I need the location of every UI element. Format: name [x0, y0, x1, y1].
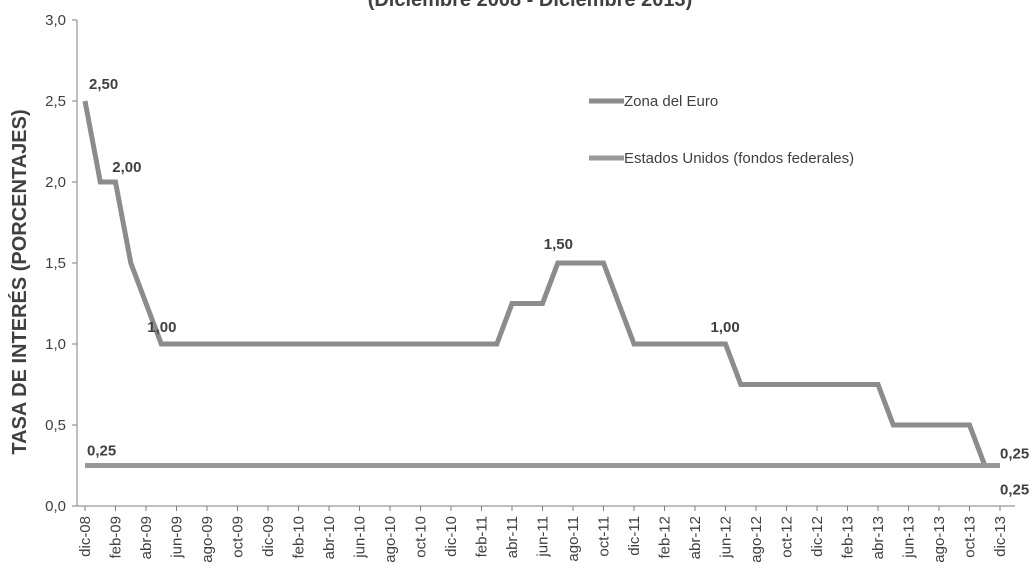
- x-tick-label: dic-11: [626, 516, 643, 556]
- x-tick-label: abr-09: [138, 516, 155, 559]
- x-tick-label: feb-09: [108, 516, 125, 559]
- series-line-0: [82, 100, 1000, 468]
- data-label: 1,50: [544, 236, 573, 253]
- data-label: 2,50: [89, 76, 118, 93]
- data-label: 0,25: [87, 443, 116, 460]
- x-tick-label: oct-10: [413, 516, 430, 558]
- x-tick-label: dic-13: [992, 516, 1009, 557]
- x-tick-label: abr-10: [321, 516, 338, 559]
- x-tick-label: feb-12: [657, 516, 674, 559]
- y-axis-label: TASA DE INTERÉS (PORCENTAJES): [8, 109, 31, 454]
- y-tick-label: 1,0: [45, 336, 66, 353]
- data-label: 0,25: [1000, 446, 1029, 463]
- y-tick-label: 3,0: [45, 12, 66, 29]
- x-tick-label: ago-13: [931, 516, 948, 563]
- y-tick-label: 2,0: [45, 174, 66, 191]
- chart-title: (Diciembre 2008 - Diciembre 2013): [368, 0, 693, 11]
- x-tick-label: abr-11: [504, 516, 521, 558]
- x-tick-label: jun-12: [718, 516, 735, 559]
- axes: 0,0 0,5 1,0 1,5 2,0 2,5 3,0 dic-08 feb-09 abr-09 j…: [45, 12, 1015, 563]
- data-label: 0,25: [1000, 482, 1029, 499]
- x-tick-label: ago-09: [199, 516, 216, 563]
- x-tick-label: jun-09: [169, 516, 186, 559]
- data-label: 2,00: [112, 159, 141, 176]
- y-tick-label: 1,5: [45, 255, 66, 272]
- legend-label-0: Zona del Euro: [624, 93, 718, 110]
- x-tick-label: ago-12: [748, 516, 765, 563]
- x-tick-label: abr-13: [870, 516, 887, 559]
- legend: Zona del Euro Estados Unidos (fondos fede…: [589, 93, 854, 167]
- x-tick-label: feb-11: [474, 516, 491, 557]
- data-labels: 2,50 2,00 1,00 1,50 1,00 0,25 0,25 0,25: [87, 76, 1029, 499]
- x-tick-label: abr-12: [687, 516, 704, 559]
- data-label: 1,00: [147, 319, 176, 336]
- x-tick-label: ago-11: [565, 516, 582, 562]
- y-tick-label: 2,5: [45, 93, 66, 110]
- x-tick-label: dic-09: [260, 516, 277, 557]
- series-lines: [82, 100, 1000, 468]
- x-tick-label: oct-13: [962, 516, 979, 558]
- x-tick-label: oct-09: [230, 516, 247, 558]
- y-tick-label: 0,0: [45, 498, 66, 515]
- x-tick-label: jun-13: [901, 516, 918, 559]
- y-tick-label: 0,5: [45, 417, 66, 434]
- x-tick-label: ago-10: [382, 516, 399, 563]
- x-tick-label: jun-11: [535, 516, 552, 558]
- x-tick-label: jun-10: [352, 516, 369, 559]
- x-tick-label: feb-13: [840, 516, 857, 559]
- x-tick-label: dic-12: [809, 516, 826, 557]
- legend-label-1: Estados Unidos (fondos federales): [624, 150, 854, 167]
- x-tick-label: dic-10: [443, 516, 460, 557]
- x-tick-label: oct-12: [779, 516, 796, 558]
- data-label: 1,00: [711, 319, 740, 336]
- x-tick-label: oct-11: [596, 516, 613, 557]
- x-tick-label: feb-10: [291, 516, 308, 559]
- x-tick-label: dic-08: [77, 516, 94, 557]
